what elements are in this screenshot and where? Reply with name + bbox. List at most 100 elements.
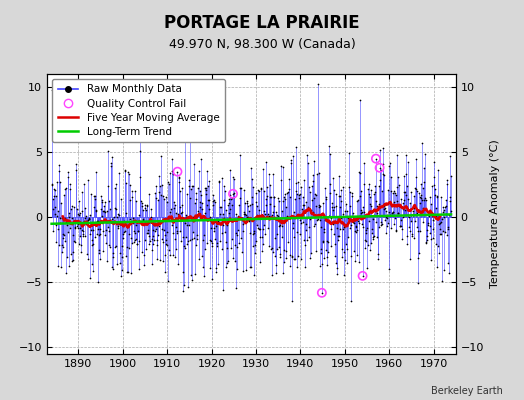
Point — [184, 222, 193, 228]
Point — [246, 263, 255, 270]
Point — [414, 250, 423, 256]
Point — [215, 177, 224, 184]
Point — [102, 240, 111, 247]
Point — [277, 223, 286, 230]
Point — [49, 206, 57, 212]
Point — [73, 211, 82, 217]
Point — [96, 226, 104, 232]
Point — [363, 265, 372, 272]
Point — [353, 227, 361, 233]
Point — [313, 170, 321, 177]
Point — [78, 208, 86, 214]
Point — [254, 226, 263, 232]
Point — [414, 255, 423, 262]
Point — [370, 189, 379, 196]
Point — [384, 186, 392, 193]
Point — [329, 221, 337, 228]
Point — [115, 250, 124, 256]
Point — [231, 241, 239, 248]
Point — [167, 156, 176, 162]
Point — [174, 175, 183, 182]
Point — [152, 183, 160, 189]
Point — [294, 212, 303, 218]
Point — [413, 224, 421, 230]
Point — [427, 256, 435, 263]
Point — [141, 202, 149, 208]
Point — [411, 174, 420, 180]
Point — [441, 229, 449, 235]
Point — [359, 224, 367, 230]
Point — [306, 216, 314, 222]
Point — [134, 228, 142, 234]
Point — [177, 238, 185, 244]
Point — [74, 225, 82, 231]
Point — [57, 199, 65, 206]
Point — [167, 206, 176, 212]
Point — [362, 227, 370, 233]
Point — [282, 248, 290, 254]
Point — [340, 249, 348, 255]
Point — [397, 223, 406, 229]
Point — [155, 173, 163, 179]
Point — [418, 196, 427, 203]
Point — [84, 215, 93, 221]
Point — [304, 234, 313, 240]
Point — [93, 231, 101, 237]
Point — [149, 227, 158, 234]
Point — [224, 196, 233, 202]
Point — [211, 223, 220, 230]
Point — [182, 191, 191, 197]
Point — [61, 238, 69, 244]
Point — [103, 258, 111, 264]
Point — [332, 260, 341, 266]
Point — [85, 215, 93, 222]
Point — [317, 246, 325, 253]
Point — [199, 213, 207, 219]
Point — [111, 244, 119, 250]
Point — [78, 189, 86, 196]
Point — [248, 194, 256, 200]
Point — [74, 241, 83, 247]
Point — [74, 220, 82, 227]
Point — [211, 199, 220, 205]
Point — [205, 197, 213, 203]
Point — [68, 258, 76, 265]
Point — [311, 221, 320, 228]
Point — [446, 173, 455, 180]
Point — [385, 163, 394, 169]
Point — [129, 219, 137, 225]
Point — [138, 249, 147, 255]
Point — [324, 213, 333, 220]
Point — [158, 236, 167, 242]
Point — [324, 239, 332, 245]
Point — [169, 230, 177, 236]
Point — [182, 212, 191, 218]
Point — [335, 193, 343, 199]
Point — [341, 257, 349, 264]
Point — [195, 199, 204, 205]
Point — [123, 244, 131, 250]
Point — [417, 181, 425, 187]
Point — [333, 225, 342, 231]
Point — [305, 255, 314, 262]
Point — [109, 254, 117, 261]
Point — [220, 215, 228, 221]
Point — [67, 206, 75, 212]
Point — [222, 207, 230, 213]
Point — [154, 232, 162, 238]
Point — [157, 226, 166, 232]
Point — [264, 210, 272, 217]
Point — [322, 196, 331, 202]
Point — [169, 171, 178, 178]
Point — [86, 230, 95, 237]
Point — [185, 177, 193, 183]
Point — [356, 207, 365, 213]
Point — [61, 215, 70, 221]
Point — [292, 144, 300, 150]
Point — [307, 210, 315, 216]
Point — [107, 264, 116, 270]
Point — [68, 215, 76, 221]
Point — [240, 209, 248, 215]
Point — [320, 254, 328, 261]
Point — [108, 215, 116, 222]
